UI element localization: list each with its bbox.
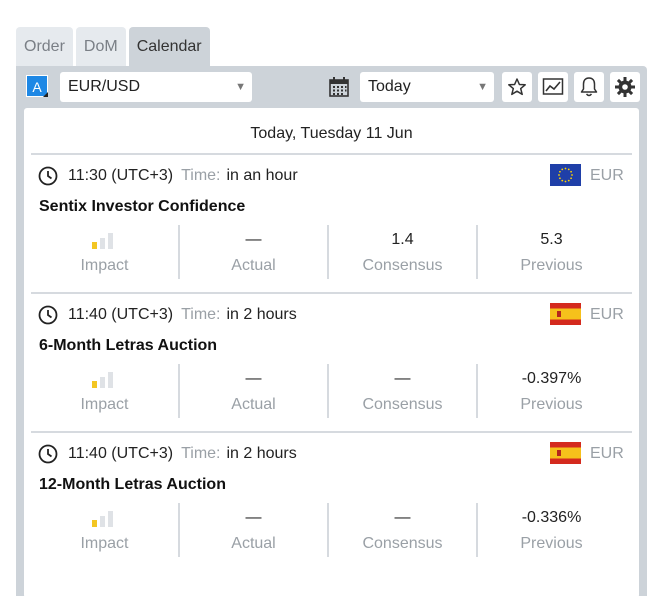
previous-label: Previous: [520, 257, 583, 274]
event-time-row: 11:40 (UTC+3) Time: in 2 hours: [38, 304, 297, 326]
actual-value: —: [245, 509, 262, 526]
account-badge-label: A: [32, 79, 42, 95]
actual-label: Actual: [231, 396, 276, 413]
alerts-button[interactable]: [574, 72, 604, 102]
impact-label: Impact: [80, 535, 129, 552]
time-label: Time:: [181, 445, 221, 462]
previous-label: Previous: [520, 535, 583, 552]
event-currency: EUR: [590, 306, 624, 323]
event-time: 11:40 (UTC+3): [68, 445, 174, 462]
actual-label: Actual: [231, 535, 276, 552]
consensus-value: —: [394, 370, 411, 387]
divider: [31, 292, 632, 294]
consensus-label: Consensus: [362, 535, 443, 552]
event-item[interactable]: 11:40 (UTC+3) Time: in 2 hours EUR 12-Mo…: [24, 433, 639, 572]
consensus-cell: — Consensus: [329, 364, 478, 418]
chart-button[interactable]: [538, 72, 568, 102]
consensus-label: Consensus: [362, 257, 443, 274]
time-label: Time:: [181, 306, 221, 323]
impact-cell: Impact: [31, 364, 180, 418]
instrument-value: EUR/USD: [68, 78, 141, 95]
previous-cell: 5.3 Previous: [478, 225, 625, 279]
tab-dom[interactable]: DoM: [75, 27, 126, 66]
previous-value: -0.336%: [521, 509, 582, 526]
event-relative-time: in an hour: [226, 167, 298, 184]
event-title: 6-Month Letras Auction: [39, 337, 218, 354]
impact-bars-icon: [92, 372, 113, 388]
actual-cell: — Actual: [180, 225, 329, 279]
event-stats: Impact — Actual 1.4 Consensus 5.3 Previo…: [31, 225, 632, 279]
event-stats: Impact — Actual — Consensus -0.336% Prev…: [31, 503, 632, 557]
toolbar: A EUR/USD ▼ Today ▼: [24, 72, 642, 102]
consensus-cell: 1.4 Consensus: [329, 225, 478, 279]
spain-flag-icon: [550, 303, 581, 325]
event-currency: EUR: [590, 167, 624, 184]
account-selector[interactable]: A: [26, 75, 48, 97]
clock-icon: [38, 305, 58, 325]
impact-cell: Impact: [31, 225, 180, 279]
event-title: 12-Month Letras Auction: [39, 476, 226, 493]
event-stats: Impact — Actual — Consensus -0.397% Prev…: [31, 364, 632, 418]
divider: [31, 431, 632, 433]
event-currency: EUR: [590, 445, 624, 462]
previous-cell: -0.336% Previous: [478, 503, 625, 557]
previous-value: -0.397%: [521, 370, 582, 387]
period-select[interactable]: Today ▼: [360, 72, 494, 102]
consensus-cell: — Consensus: [329, 503, 478, 557]
event-title: Sentix Investor Confidence: [39, 198, 246, 215]
impact-label: Impact: [80, 396, 129, 413]
previous-cell: -0.397% Previous: [478, 364, 625, 418]
actual-value: —: [245, 231, 262, 248]
star-icon: [508, 78, 526, 96]
impact-label: Impact: [80, 257, 129, 274]
chart-icon: [542, 78, 564, 95]
actual-value: —: [245, 370, 262, 387]
actual-cell: — Actual: [180, 364, 329, 418]
tab-calendar[interactable]: Calendar: [128, 27, 210, 66]
clock-icon: [38, 444, 58, 464]
event-time: 11:30 (UTC+3): [68, 167, 174, 184]
gear-icon: [615, 77, 635, 97]
time-label: Time:: [181, 167, 221, 184]
event-relative-time: in 2 hours: [226, 445, 297, 462]
divider: [31, 153, 632, 155]
clock-icon: [38, 166, 58, 186]
event-item[interactable]: 11:30 (UTC+3) Time: in an hour EUR Senti…: [24, 155, 639, 294]
event-time-row: 11:40 (UTC+3) Time: in 2 hours: [38, 443, 297, 465]
event-time: 11:40 (UTC+3): [68, 306, 174, 323]
chevron-down-icon: ▼: [235, 81, 246, 93]
corner-marker-icon: [43, 92, 48, 97]
impact-cell: Impact: [31, 503, 180, 557]
impact-bars-icon: [92, 511, 113, 527]
consensus-value: —: [394, 509, 411, 526]
calendar-panel: A EUR/USD ▼ Today ▼: [16, 66, 647, 598]
period-value: Today: [368, 78, 411, 95]
favorite-button[interactable]: [502, 72, 532, 102]
eu-flag-icon: [550, 164, 581, 186]
instrument-select[interactable]: EUR/USD ▼: [60, 72, 252, 102]
calendar-icon[interactable]: [328, 76, 350, 98]
actual-label: Actual: [231, 257, 276, 274]
spain-flag-icon: [550, 442, 581, 464]
tab-bar: Order DoM Calendar: [16, 27, 213, 66]
bell-icon: [580, 77, 598, 97]
consensus-label: Consensus: [362, 396, 443, 413]
event-time-row: 11:30 (UTC+3) Time: in an hour: [38, 165, 298, 187]
previous-label: Previous: [520, 396, 583, 413]
chevron-down-icon: ▼: [477, 81, 488, 93]
consensus-value: 1.4: [391, 231, 414, 248]
calendar-list: Today, Tuesday 11 Jun 11:30 (UTC+3) Time…: [24, 108, 639, 598]
actual-cell: — Actual: [180, 503, 329, 557]
settings-button[interactable]: [610, 72, 640, 102]
date-header: Today, Tuesday 11 Jun: [250, 125, 413, 142]
tab-order[interactable]: Order: [16, 27, 73, 66]
impact-bars-icon: [92, 233, 113, 249]
event-relative-time: in 2 hours: [226, 306, 297, 323]
event-item[interactable]: 11:40 (UTC+3) Time: in 2 hours EUR 6-Mon…: [24, 294, 639, 433]
previous-value: 5.3: [540, 231, 563, 248]
